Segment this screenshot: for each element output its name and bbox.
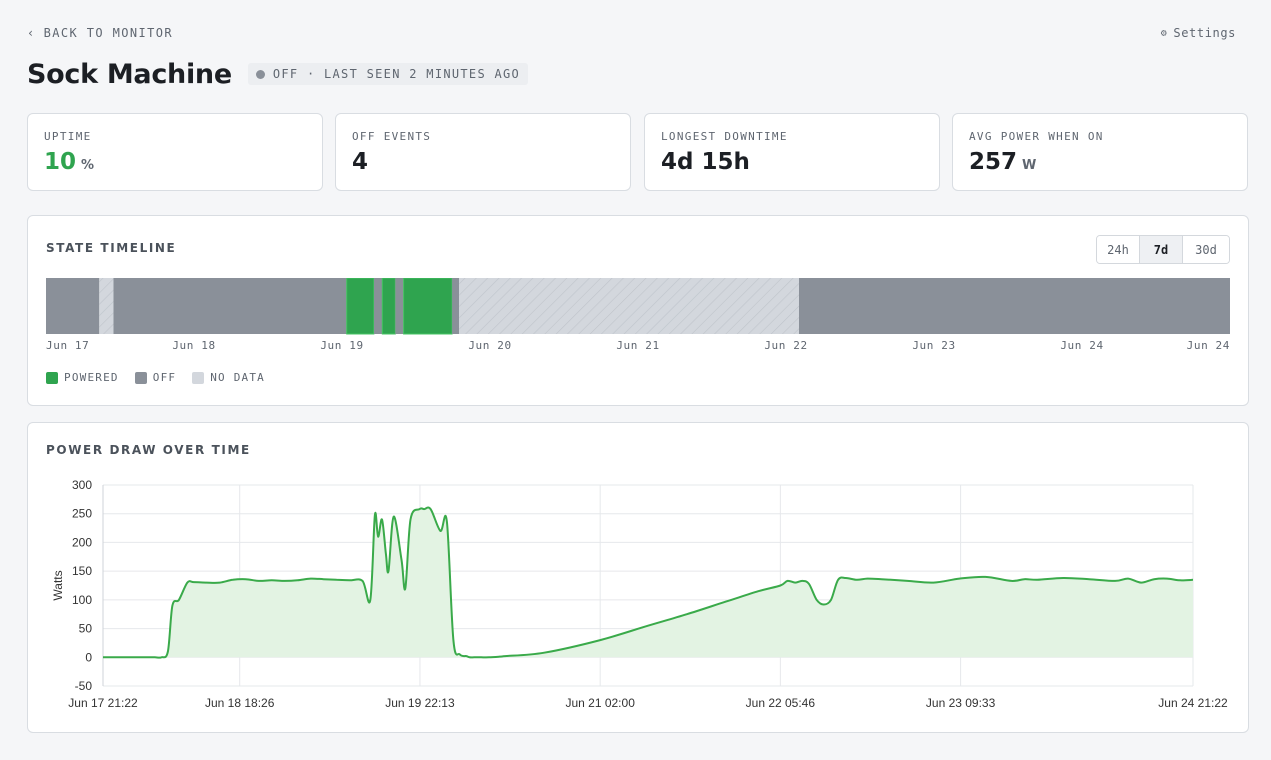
power-chart: 300 250 200 150 100 50 0 -50 Jun 17 21:22 Jun 18 … — [51, 478, 1228, 710]
timeline-segment-powered — [403, 278, 453, 335]
timeline-tick-label: Jun 18 — [172, 339, 215, 352]
stat-card-off-events: OFF EVENTS 4 — [335, 113, 631, 191]
y-tick-label: 100 — [72, 593, 92, 607]
y-tick-label: 150 — [72, 564, 92, 578]
stat-value: 10 — [44, 149, 77, 175]
timeline-segment-off — [46, 278, 100, 334]
device-header: Sock Machine OFF · LAST SEEN 2 MINUTES A… — [27, 56, 529, 92]
stat-label: UPTIME — [44, 130, 92, 143]
y-tick-label: -50 — [75, 679, 93, 693]
stat-value-row: 257 W — [969, 149, 1231, 175]
legend-swatch-off — [134, 371, 147, 384]
y-tick-label: 200 — [72, 535, 92, 549]
stat-value-row: 10 % — [44, 149, 306, 175]
timeline-segment-nodata — [99, 278, 114, 334]
timeline-title: STATE TIMELINE — [46, 241, 177, 255]
stat-value: 4d 15h — [661, 149, 750, 175]
stat-label: OFF EVENTS — [352, 130, 432, 143]
timeline-segment-off — [395, 278, 404, 334]
state-timeline-bar: Jun 17 Jun 18 Jun 19 Jun 20 Jun 21 Jun 22 Jun … — [46, 278, 1230, 352]
legend-item-powered: POWERED — [46, 371, 119, 384]
power-chart-card: POWER DRAW OVER TIME 300 250 200 150 100 50 0 -… — [27, 422, 1249, 733]
stat-value-row: 4d 15h — [661, 149, 923, 175]
settings-link[interactable]: ⚙ Settings — [1161, 26, 1236, 40]
timeline-tick-label: Jun 24 — [1187, 339, 1230, 352]
stat-value: 4 — [352, 149, 369, 175]
stat-unit: % — [81, 158, 95, 173]
y-tick-label: 50 — [79, 622, 93, 636]
stat-card-uptime: UPTIME 10 % — [27, 113, 323, 191]
timeline-segment-powered — [381, 278, 396, 335]
x-tick-label: Jun 17 21:22 — [68, 696, 138, 710]
status-dot-icon — [255, 69, 265, 79]
legend-swatch-powered — [46, 371, 58, 384]
stat-card-avg-power: AVG POWER WHEN ON 257 W — [952, 113, 1248, 191]
range-button-7d[interactable]: 7d — [1140, 236, 1183, 263]
timeline-tick-label: Jun 21 — [616, 339, 659, 352]
legend-label: OFF — [152, 371, 177, 384]
x-tick-label: Jun 21 02:00 — [565, 696, 635, 710]
state-timeline-card: STATE TIMELINE 24h 7d 30d Jun 17 Jun 18 Ju… — [27, 215, 1249, 406]
legend-swatch-no-data — [192, 371, 205, 384]
y-tick-label: 0 — [85, 650, 92, 664]
x-tick-label: Jun 18 18:26 — [205, 696, 275, 710]
timeline-segment-off — [799, 278, 1230, 334]
timeline-tick-label: Jun 23 — [912, 339, 955, 352]
stat-label: AVG POWER WHEN ON — [969, 130, 1104, 143]
x-tick-label: Jun 22 05:46 — [746, 696, 816, 710]
timeline-tick-label: Jun 17 — [46, 339, 89, 352]
chevron-left-icon: ‹ — [27, 26, 36, 40]
range-selector: 24h 7d 30d — [1096, 235, 1230, 264]
timeline-tick-label: Jun 19 — [320, 339, 363, 352]
power-series-line — [103, 506, 1194, 659]
stat-value-row: 4 — [352, 149, 614, 175]
timeline-segment-powered — [346, 278, 375, 335]
power-chart-title: POWER DRAW OVER TIME — [46, 443, 251, 457]
stat-value: 257 — [969, 149, 1018, 175]
timeline-segment-off — [374, 278, 383, 334]
timeline-segment-nodata — [459, 278, 799, 334]
settings-label: Settings — [1173, 26, 1236, 40]
range-button-24h[interactable]: 24h — [1097, 236, 1140, 263]
timeline-tick-label: Jun 20 — [468, 339, 511, 352]
legend-label: POWERED — [64, 371, 119, 384]
y-tick-label: 250 — [72, 507, 92, 521]
gear-icon: ⚙ — [1160, 27, 1168, 39]
top-nav: ‹ BACK TO MONITOR ⚙ Settings — [27, 24, 1236, 42]
stat-unit: W — [1022, 158, 1037, 173]
timeline-segment-off — [452, 278, 460, 334]
legend-item-no-data: NO DATA — [192, 371, 265, 384]
timeline-tick-label: Jun 22 — [764, 339, 807, 352]
x-tick-label: Jun 24 21:22 — [1158, 696, 1228, 710]
timeline-legend: POWERED OFF NO DATA — [46, 371, 265, 384]
timeline-segment-off — [113, 278, 347, 334]
x-tick-label: Jun 19 22:13 — [385, 696, 455, 710]
stat-label: LONGEST DOWNTIME — [661, 130, 788, 143]
back-link-label: BACK TO MONITOR — [43, 26, 173, 40]
timeline-tick-label: Jun 24 — [1060, 339, 1103, 352]
stat-card-longest-downtime: LONGEST DOWNTIME 4d 15h — [644, 113, 940, 191]
status-text: OFF · LAST SEEN 2 MINUTES AGO — [272, 67, 521, 81]
power-area-fill — [103, 507, 1193, 658]
range-button-30d[interactable]: 30d — [1183, 236, 1229, 263]
x-tick-label: Jun 23 09:33 — [926, 696, 996, 710]
legend-item-off: OFF — [134, 371, 177, 384]
legend-label: NO DATA — [210, 371, 265, 384]
page-title: Sock Machine — [27, 58, 232, 90]
y-tick-label: 300 — [72, 478, 92, 492]
y-axis-label: Watts — [51, 570, 65, 600]
back-to-monitor-link[interactable]: ‹ BACK TO MONITOR — [27, 26, 173, 40]
status-badge: OFF · LAST SEEN 2 MINUTES AGO — [247, 63, 529, 85]
